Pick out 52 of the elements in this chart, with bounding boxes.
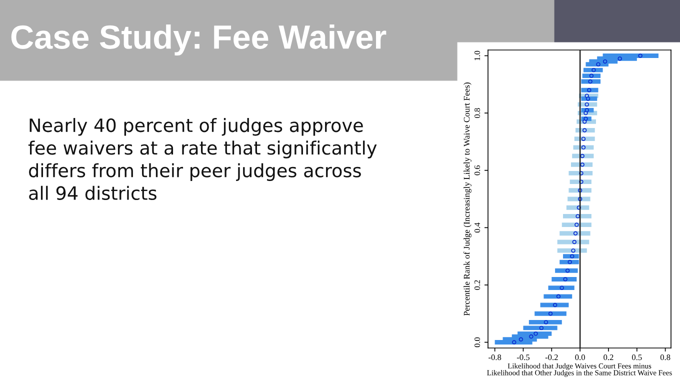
y-tick-label: 0.0 — [474, 337, 480, 348]
point — [584, 102, 590, 107]
x-tick-label: -0.2 — [545, 354, 558, 360]
point — [552, 302, 558, 308]
point — [588, 79, 592, 84]
point — [587, 88, 592, 92]
point — [573, 231, 578, 236]
point — [638, 54, 642, 58]
text: Case Study: Fee Waiver — [11, 24, 386, 56]
point — [572, 240, 577, 244]
point — [582, 128, 587, 132]
point — [544, 320, 548, 324]
point — [589, 74, 594, 78]
point — [596, 62, 600, 66]
x-tick-label: 0.0 — [575, 354, 585, 360]
x-tick-label: -0.5 — [516, 354, 530, 360]
point — [534, 332, 538, 336]
point — [592, 68, 596, 72]
point — [581, 136, 586, 141]
point — [556, 294, 561, 299]
point — [584, 108, 590, 112]
y-tick-label: 0.6 — [474, 165, 480, 176]
point — [563, 277, 568, 282]
point — [529, 334, 534, 339]
x-tick-label: 0.5 — [632, 354, 642, 360]
y-tick-label: 1.0 — [474, 50, 480, 60]
x-tick-label: 0.2 — [604, 354, 614, 360]
y-tick-label: 0.8 — [474, 108, 480, 118]
y-axis-title: Percentile Rank of Judge (Increasingly Likely to Waive Court Fees) — [463, 82, 472, 316]
x-tick-label: -0.8 — [488, 354, 502, 360]
point — [539, 326, 544, 330]
point — [565, 268, 570, 273]
text: Nearly 40 percent of judges approve fee waivers at a rate that significantly differs from their peer judges across all 94 districts — [28, 118, 377, 200]
point — [602, 59, 608, 64]
point — [518, 337, 524, 342]
point — [584, 116, 588, 121]
point — [570, 254, 574, 258]
point — [581, 145, 586, 150]
point — [560, 286, 564, 290]
point — [580, 162, 584, 167]
point — [568, 260, 572, 264]
point — [618, 56, 622, 61]
point — [574, 222, 579, 227]
point — [548, 311, 553, 316]
point — [571, 248, 576, 253]
point — [586, 96, 590, 101]
point — [580, 154, 584, 158]
y-tick-label: 0.2 — [474, 280, 480, 290]
x-tick-label: 0.8 — [660, 354, 670, 360]
y-tick-label: 0.4 — [474, 222, 480, 233]
point — [576, 214, 580, 218]
point — [512, 340, 516, 344]
